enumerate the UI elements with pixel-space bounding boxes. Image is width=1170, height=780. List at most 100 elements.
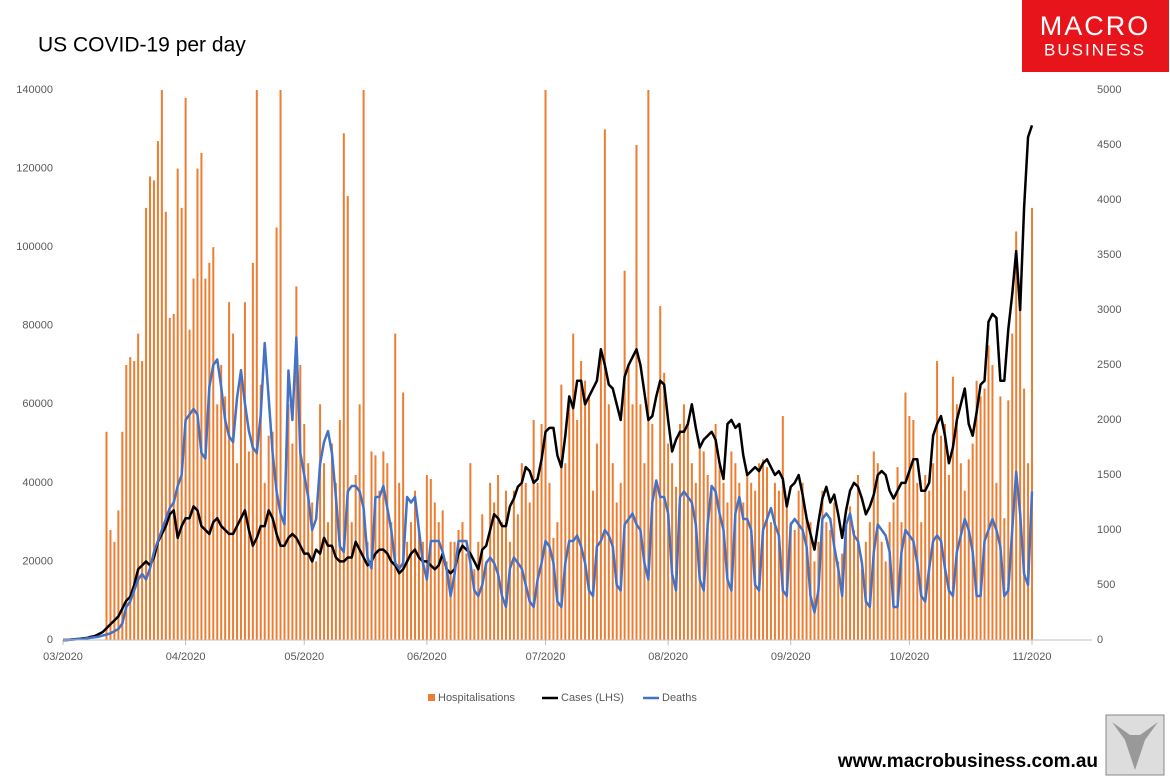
bar (876, 463, 879, 640)
bar (920, 522, 923, 640)
bar (1031, 207, 1033, 640)
bar (417, 530, 420, 640)
x-tick-label: 08/2020 (648, 651, 688, 663)
bar (406, 541, 409, 640)
bar (508, 541, 511, 640)
y-tick-label: 0 (47, 634, 53, 646)
bar (232, 333, 235, 640)
bar (908, 416, 911, 640)
bar (710, 490, 713, 640)
bar (212, 247, 215, 640)
bar (512, 490, 515, 640)
bar (141, 361, 144, 640)
bar (686, 423, 689, 640)
bar (746, 475, 749, 640)
bar (524, 482, 527, 640)
bar (813, 561, 816, 640)
bar (220, 365, 223, 640)
bar (789, 522, 792, 640)
bar (544, 90, 547, 640)
x-tick-label: 06/2020 (407, 651, 447, 663)
bar (1015, 231, 1018, 640)
bar (489, 482, 492, 640)
bar (457, 530, 460, 640)
bar (362, 90, 365, 640)
bar (591, 490, 594, 640)
bar (196, 168, 199, 641)
bar (315, 561, 318, 640)
bar (647, 90, 650, 640)
x-tick-label: 04/2020 (166, 651, 206, 663)
line (63, 124, 1034, 642)
bar (678, 423, 681, 640)
bar (698, 443, 701, 640)
bar (951, 376, 954, 640)
bar (176, 168, 179, 641)
bar (326, 522, 329, 640)
bar (271, 431, 274, 640)
bar (497, 475, 500, 640)
bar (655, 482, 658, 640)
bar (801, 482, 804, 640)
bar (884, 561, 887, 640)
bar (639, 404, 642, 640)
bar (283, 522, 286, 640)
bar (631, 404, 634, 640)
bar (410, 522, 413, 640)
x-tick-label: 11/2020 (1013, 651, 1052, 663)
bar (216, 404, 219, 640)
bar (690, 463, 693, 640)
bar (113, 541, 116, 640)
bar (378, 490, 381, 640)
bar (441, 510, 444, 640)
bar (762, 459, 765, 640)
bar (236, 463, 239, 640)
bar (184, 97, 187, 641)
bar (342, 133, 345, 640)
bar (777, 490, 780, 640)
bar (259, 384, 262, 640)
bar (374, 455, 377, 640)
y-tick-label: 140000 (16, 84, 53, 96)
bar (516, 514, 519, 640)
bar (955, 404, 958, 640)
legend-swatch (428, 694, 435, 701)
bar (936, 361, 939, 640)
bar (595, 443, 598, 640)
bar (588, 396, 591, 640)
bar (461, 522, 464, 640)
x-tick-label: 09/2020 (771, 651, 811, 663)
bar (959, 463, 962, 640)
bar (619, 482, 622, 640)
bar (722, 482, 725, 640)
bar (228, 302, 231, 640)
bar (156, 141, 159, 641)
logo-box (1022, 0, 1169, 72)
bar (188, 329, 191, 640)
y-tick-label: 20000 (22, 555, 53, 567)
url: www.macrobusiness.com.au (837, 751, 1098, 772)
bar (536, 482, 539, 640)
bar (334, 482, 337, 640)
bar (255, 90, 258, 640)
bar (888, 522, 891, 640)
bar (975, 380, 978, 640)
y2-tick-label: 2500 (1097, 359, 1121, 371)
legend-label: Hospitalisations (438, 692, 516, 704)
x-tick-label: 05/2020 (284, 651, 324, 663)
bar (853, 530, 856, 640)
bar (734, 463, 737, 640)
bar (251, 262, 254, 640)
x-tick-label: 03/2020 (43, 651, 83, 663)
bar (208, 262, 211, 640)
bar (987, 345, 990, 640)
bar (769, 522, 772, 640)
bar (576, 420, 579, 640)
bar (307, 463, 310, 640)
bar (793, 530, 796, 640)
bar (904, 392, 907, 640)
bar (572, 333, 575, 640)
bar (224, 396, 227, 640)
y-tick-label: 40000 (22, 477, 53, 489)
bar (833, 502, 836, 640)
